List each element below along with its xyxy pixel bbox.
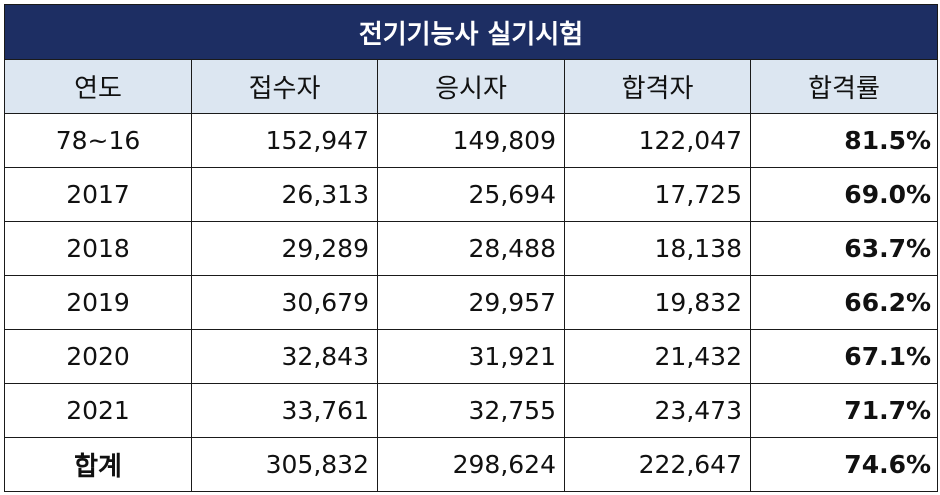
cell-applicants: 33,761 bbox=[191, 383, 378, 438]
cell-total-label: 합계 bbox=[4, 437, 192, 492]
cell-applicants: 152,947 bbox=[191, 113, 378, 168]
header-pass-rate: 합격률 bbox=[749, 59, 939, 114]
header-applicants: 접수자 bbox=[191, 59, 378, 114]
cell-pass-rate: 81.5% bbox=[749, 113, 939, 168]
cell-applicants: 26,313 bbox=[191, 167, 378, 222]
cell-applicants: 32,843 bbox=[191, 329, 378, 384]
cell-pass-rate: 66.2% bbox=[749, 275, 939, 330]
cell-examinees: 31,921 bbox=[377, 329, 565, 384]
cell-passers: 17,725 bbox=[564, 167, 751, 222]
cell-examinees: 298,624 bbox=[377, 437, 565, 492]
cell-examinees: 149,809 bbox=[377, 113, 565, 168]
exam-stats-table: 전기기능사 실기시험 연도 접수자 응시자 합격자 합격률 78~16 152,… bbox=[3, 4, 939, 492]
cell-passers: 122,047 bbox=[564, 113, 751, 168]
table-row: 2020 32,843 31,921 21,432 67.1% bbox=[4, 329, 939, 384]
cell-pass-rate: 67.1% bbox=[749, 329, 939, 384]
cell-passers: 222,647 bbox=[564, 437, 751, 492]
cell-passers: 19,832 bbox=[564, 275, 751, 330]
exam-stats-table-container: 전기기능사 실기시험 연도 접수자 응시자 합격자 합격률 78~16 152,… bbox=[3, 4, 939, 492]
table-row: 78~16 152,947 149,809 122,047 81.5% bbox=[4, 113, 939, 168]
header-year: 연도 bbox=[4, 59, 192, 114]
cell-year: 2020 bbox=[4, 329, 192, 384]
cell-pass-rate: 63.7% bbox=[749, 221, 939, 276]
cell-applicants: 305,832 bbox=[191, 437, 378, 492]
cell-year: 78~16 bbox=[4, 113, 192, 168]
cell-year: 2021 bbox=[4, 383, 192, 438]
cell-year: 2017 bbox=[4, 167, 192, 222]
cell-pass-rate: 69.0% bbox=[749, 167, 939, 222]
header-passers: 합격자 bbox=[564, 59, 751, 114]
header-examinees: 응시자 bbox=[377, 59, 565, 114]
cell-examinees: 25,694 bbox=[377, 167, 565, 222]
cell-passers: 21,432 bbox=[564, 329, 751, 384]
cell-examinees: 29,957 bbox=[377, 275, 565, 330]
table-title: 전기기능사 실기시험 bbox=[3, 4, 939, 60]
cell-applicants: 30,679 bbox=[191, 275, 378, 330]
cell-examinees: 32,755 bbox=[377, 383, 565, 438]
table-row: 2019 30,679 29,957 19,832 66.2% bbox=[4, 275, 939, 330]
cell-year: 2018 bbox=[4, 221, 192, 276]
cell-year: 2019 bbox=[4, 275, 192, 330]
header-row: 연도 접수자 응시자 합격자 합격률 bbox=[4, 59, 939, 114]
cell-passers: 18,138 bbox=[564, 221, 751, 276]
cell-applicants: 29,289 bbox=[191, 221, 378, 276]
total-row: 합계 305,832 298,624 222,647 74.6% bbox=[4, 437, 939, 492]
cell-pass-rate: 71.7% bbox=[749, 383, 939, 438]
cell-examinees: 28,488 bbox=[377, 221, 565, 276]
cell-passers: 23,473 bbox=[564, 383, 751, 438]
table-row: 2021 33,761 32,755 23,473 71.7% bbox=[4, 383, 939, 438]
cell-pass-rate: 74.6% bbox=[749, 437, 939, 492]
table-row: 2018 29,289 28,488 18,138 63.7% bbox=[4, 221, 939, 276]
table-row: 2017 26,313 25,694 17,725 69.0% bbox=[4, 167, 939, 222]
